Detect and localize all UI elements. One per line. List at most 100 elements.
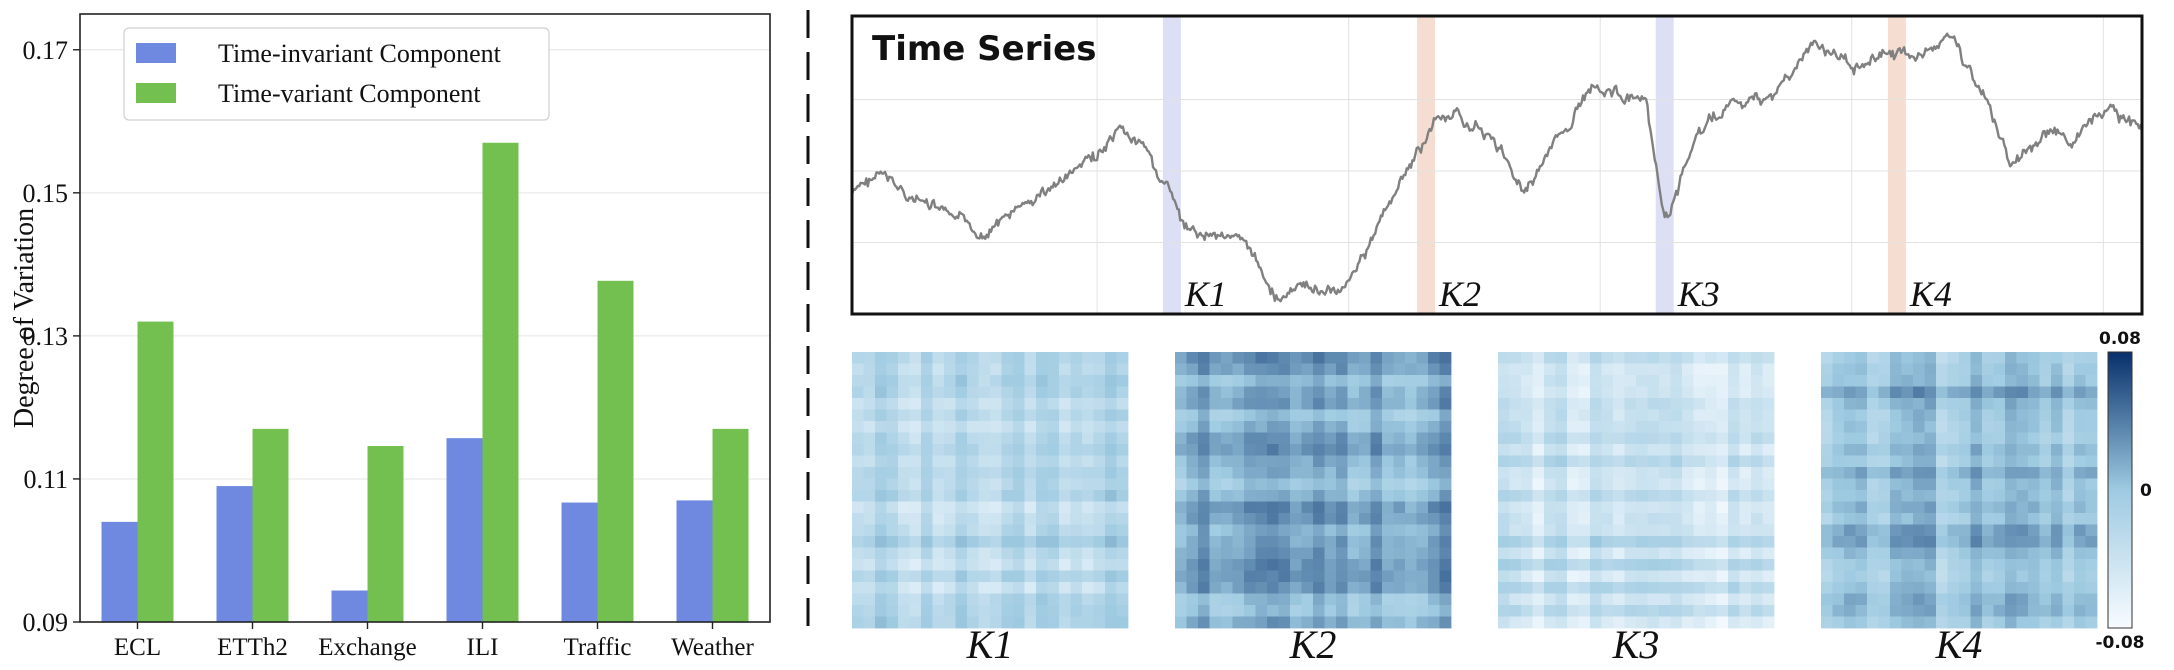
- heatmap-cell: [1267, 467, 1279, 479]
- heatmap-cell: [1613, 582, 1625, 594]
- heatmap-cell: [921, 444, 933, 456]
- heatmap-cell: [1716, 444, 1729, 456]
- heatmap-cell: [875, 386, 887, 399]
- heatmap-cell: [1682, 559, 1694, 571]
- heatmap-cell: [1913, 467, 1925, 479]
- heatmap-cell: [1947, 490, 1960, 502]
- heatmap-cell: [1347, 490, 1360, 502]
- heatmap-cell: [1198, 478, 1210, 491]
- heatmap-cell: [1716, 432, 1729, 445]
- heatmap-cell: [921, 501, 933, 514]
- heatmap-cell: [990, 501, 1002, 514]
- heatmap-cell: [1993, 582, 2006, 594]
- heatmap-cell: [2005, 421, 2017, 433]
- heatmap-cell: [863, 490, 876, 502]
- heatmap-cell: [1693, 559, 1706, 571]
- heatmap-cell: [967, 386, 979, 399]
- heatmap-cell: [1567, 375, 1579, 387]
- heatmap-cell: [1670, 363, 1683, 376]
- heatmap-cell: [1336, 432, 1348, 445]
- heatmap-cell: [1301, 536, 1314, 548]
- heatmap-cell: [1670, 616, 1683, 629]
- heatmap-cell: [1544, 490, 1556, 502]
- heatmap-cell: [1901, 524, 1914, 537]
- heatmap-cell: [1521, 513, 1533, 525]
- heatmap-cell: [1393, 421, 1406, 433]
- heatmap-cell: [1890, 363, 1902, 376]
- heatmap-cell: [1659, 570, 1671, 583]
- heatmap-cell: [852, 616, 864, 629]
- heatmap-cell: [1682, 478, 1694, 491]
- heatmap-cell: [1705, 513, 1717, 525]
- heatmap-cell: [1555, 582, 1568, 594]
- heatmap-cell: [1036, 501, 1048, 514]
- heatmap-cell: [2051, 409, 2063, 422]
- heatmap-cell: [978, 593, 991, 606]
- heatmap-cell: [1532, 432, 1545, 445]
- heatmap-cell: [932, 409, 945, 422]
- heatmap-cell: [1393, 455, 1406, 468]
- heatmap-cell: [1855, 513, 1868, 525]
- heatmap-cell: [1762, 375, 1775, 387]
- heatmap-cell: [1659, 490, 1671, 502]
- heatmap-cell: [1590, 559, 1602, 571]
- heatmap-cell: [1682, 398, 1694, 410]
- heatmap-cell: [1936, 570, 1948, 583]
- heatmap-cell: [1209, 536, 1222, 548]
- heatmap-cell: [1624, 547, 1637, 560]
- heatmap-cell: [1901, 501, 1914, 514]
- heatmap-cell: [1428, 363, 1440, 376]
- heatmap-cell: [1244, 524, 1256, 537]
- heatmap-cell: [1175, 524, 1187, 537]
- heatmap-cell: [1347, 559, 1360, 571]
- heatmap-cell: [1047, 375, 1060, 387]
- heatmap-cell: [863, 501, 876, 514]
- heatmap-cell: [1659, 524, 1671, 537]
- heatmap-cell: [898, 605, 910, 617]
- heatmap-cell: [978, 398, 991, 410]
- heatmap-cell: [2085, 467, 2098, 479]
- heatmap-cell: [2028, 409, 2040, 422]
- heatmap-cell: [1105, 455, 1117, 468]
- heatmap-cell: [1567, 352, 1579, 364]
- heatmap-cell: [921, 432, 933, 445]
- heatmap-cell: [1232, 582, 1245, 594]
- heatmap-cell: [1093, 490, 1106, 502]
- heatmap-cell: [967, 352, 979, 364]
- heatmap-cell: [1705, 375, 1717, 387]
- heatmap-cell: [1082, 478, 1094, 491]
- x-tick-label: ETTh2: [217, 634, 288, 661]
- heatmap-cell: [1728, 605, 1740, 617]
- heatmap-cell: [1601, 386, 1614, 399]
- heatmap-cell: [1578, 559, 1591, 571]
- heatmap-cell: [1198, 398, 1210, 410]
- heatmap-cell: [1013, 582, 1025, 594]
- heatmap-cell: [1924, 547, 1937, 560]
- heatmap-cell: [990, 455, 1002, 468]
- heatmap-cell: [1532, 593, 1545, 606]
- heatmap-cell: [1428, 490, 1440, 502]
- heatmap-cell: [1232, 363, 1245, 376]
- heatmap-cell: [1878, 444, 1891, 456]
- heatmap-cell: [863, 605, 876, 617]
- heatmap-cell: [852, 432, 864, 445]
- heatmap-cell: [1359, 421, 1371, 433]
- heatmap-cell: [1232, 455, 1245, 468]
- heatmap-cell: [1278, 467, 1291, 479]
- heatmap-cell: [1947, 409, 1960, 422]
- heatmap-cell: [1405, 616, 1417, 629]
- heatmap-cell: [1532, 536, 1545, 548]
- heatmap-cell: [2005, 570, 2017, 583]
- heatmap-cell: [1867, 432, 1879, 445]
- heatmap-cell: [1762, 467, 1775, 479]
- heatmap-cell: [1682, 352, 1694, 364]
- heatmap-cell: [1659, 409, 1671, 422]
- heatmap-cell: [1521, 455, 1533, 468]
- heatmap-cell: [1716, 524, 1729, 537]
- heatmap-cell: [1070, 593, 1083, 606]
- heatmap-cell: [1209, 547, 1222, 560]
- heatmap-cell: [1186, 570, 1199, 583]
- heatmap-cell: [1070, 467, 1083, 479]
- heatmap-cell: [1255, 605, 1268, 617]
- heatmap-cell: [1347, 386, 1360, 399]
